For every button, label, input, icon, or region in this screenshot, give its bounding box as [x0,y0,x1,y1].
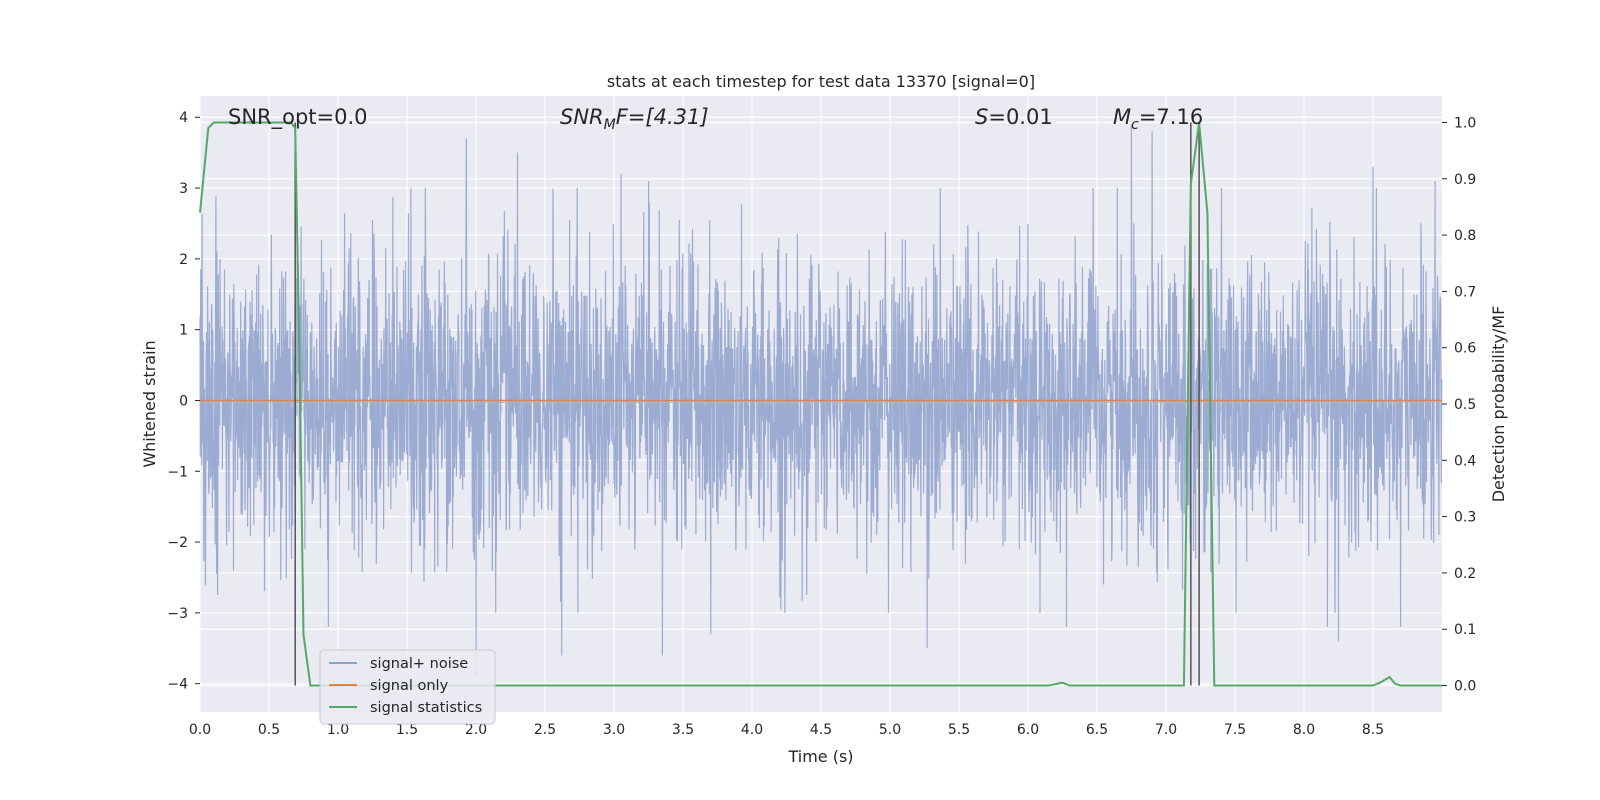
y2-tick-label: 0.1 [1454,622,1476,638]
annotation-snr-opt: SNR_opt=0.0 [228,105,368,130]
x-axis-label: Time (s) [787,747,853,766]
y-tick-label: −3 [167,606,188,622]
y2-tick-label: 0.2 [1454,566,1476,582]
x-tick-label: 4.0 [741,722,763,738]
x-tick-label: 6.5 [1086,722,1108,738]
legend-box [319,649,496,725]
x-tick-label: 0.5 [258,722,280,738]
y2-tick-label: 0.8 [1454,228,1476,244]
y2-tick-label: 0.9 [1454,172,1476,188]
x-tick-label: 6.0 [1017,722,1039,738]
y2-tick-label: 0.5 [1454,397,1476,413]
series-signal-noise [199,124,1443,677]
x-tick-label: 4.5 [810,722,832,738]
series-signal-only [200,399,1442,404]
chart-title: stats at each timestep for test data 133… [607,72,1035,91]
annotation-snr-mf: SNRMF=[4.31] [560,105,709,133]
y-tick-label: 4 [179,110,188,126]
y2-tick-label: 1.0 [1454,115,1476,131]
annotation-mc: Mc=7.16 [1113,105,1203,133]
tick-labels: 0.0 0.5 1.0 1.5 2.0 2.5 3.0 3.5 4.0 4.5 5.0 5.5 6.0 6… [167,110,1476,738]
y2-axis-label: Detection probability/MF [1489,306,1508,503]
x-tick-label: 2.5 [534,722,556,738]
legend-label-signal-only: signal only [370,678,449,694]
x-tick-label: 0.0 [189,722,211,738]
x-tick-label: 8.0 [1293,722,1315,738]
x-tick-label: 7.5 [1224,722,1246,738]
legend-label-signal-statistics: signal statistics [370,700,482,716]
x-tick-label: 5.0 [879,722,901,738]
x-tick-label: 1.0 [327,722,349,738]
y2-tick-label: 0.3 [1454,510,1476,526]
y-tick-label: −2 [167,535,188,551]
y2-tick-label: 0.0 [1454,679,1476,695]
signal-noise-line [199,124,1443,677]
y-tick-label: 3 [179,181,188,197]
y-axis-label: Whitened strain [140,340,159,467]
y-tick-label: 2 [179,252,188,268]
x-tick-label: 1.5 [396,722,418,738]
signal-statistics-line [199,121,1442,687]
y2-tick-label: 0.4 [1454,453,1476,469]
x-tick-label: 3.0 [603,722,625,738]
y-tick-label: −1 [167,464,188,480]
y2-tick-label: 0.7 [1454,284,1476,300]
x-tick-label: 3.5 [672,722,694,738]
y-tick-label: −4 [167,677,188,693]
x-tick-label: 8.5 [1362,722,1384,738]
x-tick-label: 7.0 [1155,722,1177,738]
y2-tick-label: 0.6 [1454,341,1476,357]
legend-label-signal-noise: signal+ noise [370,656,468,672]
y-tick-label: 1 [179,323,188,339]
x-tick-label: 2.0 [465,722,487,738]
series-signal-statistics [199,121,1442,687]
annotation-s: S=0.01 [975,105,1053,129]
x-tick-label: 5.5 [948,722,970,738]
y-tick-label: 0 [179,393,188,409]
legend: signal+ noise signal only signal statist… [319,649,496,725]
